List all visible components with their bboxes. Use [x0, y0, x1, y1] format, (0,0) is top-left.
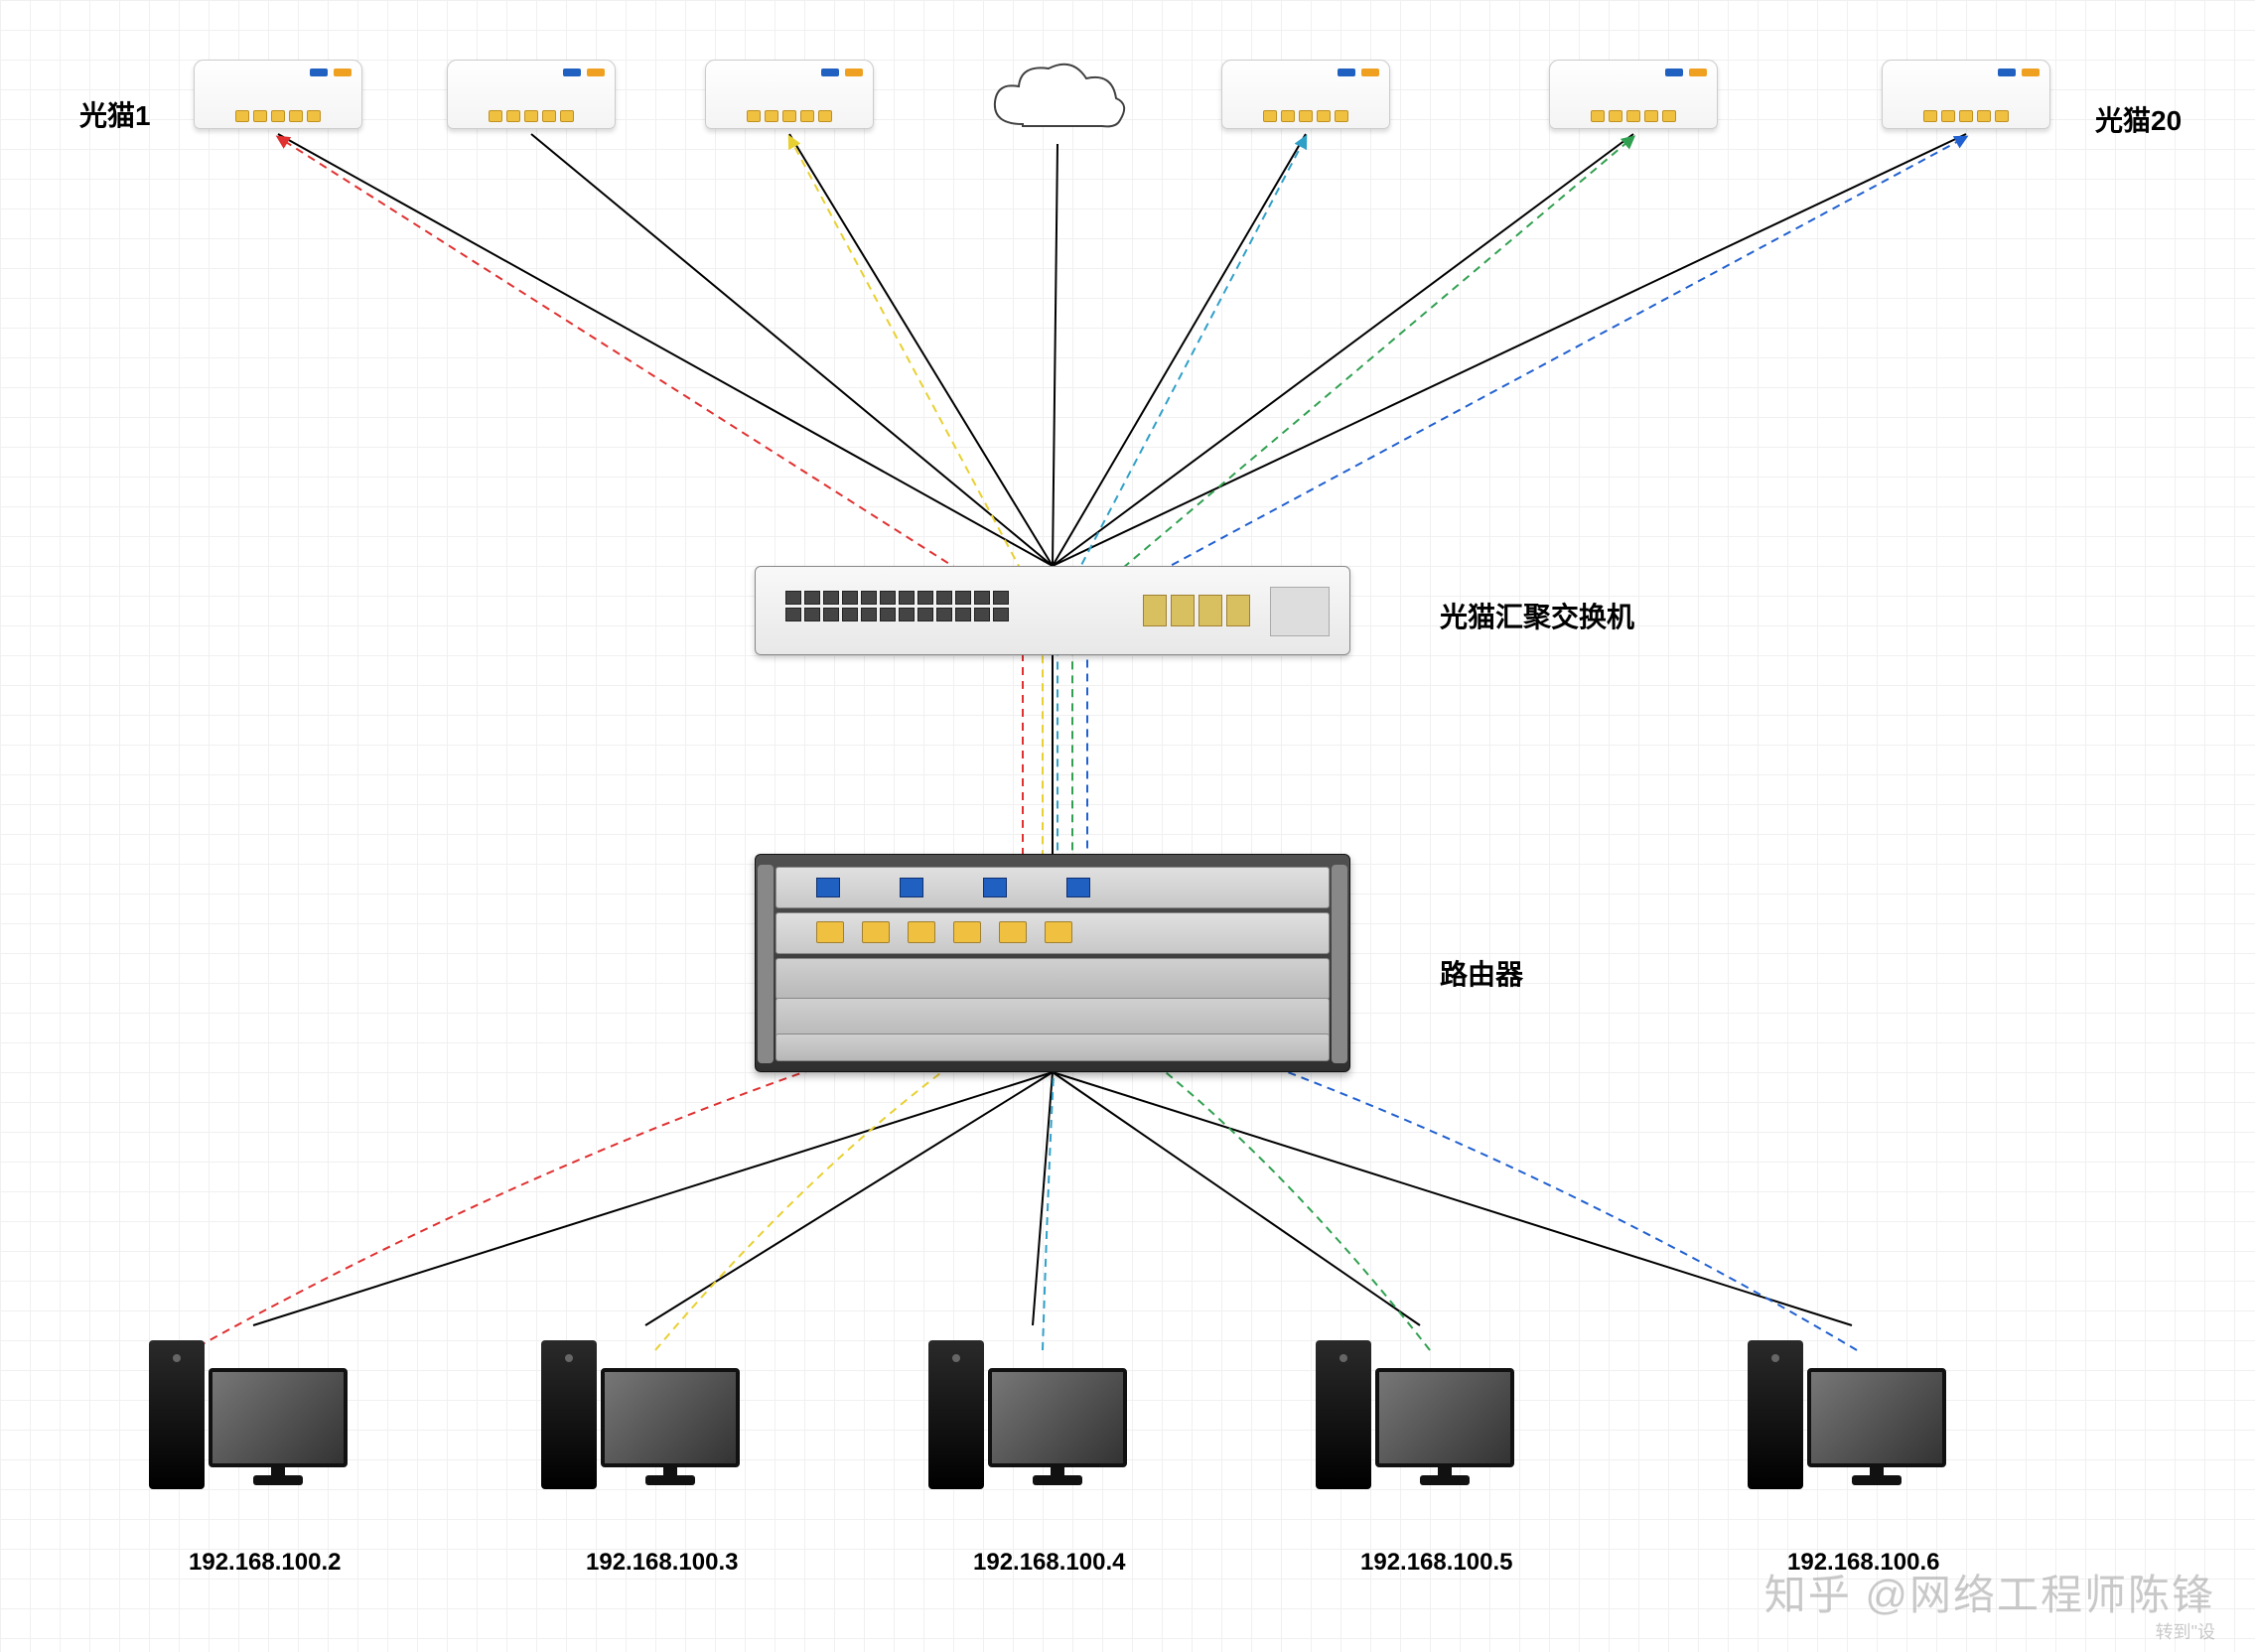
client-pc — [149, 1320, 348, 1489]
router-device — [755, 854, 1350, 1072]
optical-modem — [194, 60, 362, 129]
label-pc3-ip: 192.168.100.4 — [973, 1549, 1125, 1577]
client-pc — [541, 1320, 740, 1489]
client-pc — [1748, 1320, 1946, 1489]
label-router: 路由器 — [1440, 953, 1523, 993]
optical-modem — [1549, 60, 1718, 129]
watermark-text: 知乎 @网络工程师陈锋 — [1764, 1562, 2215, 1622]
client-pc — [1316, 1320, 1514, 1489]
label-modem-right: 光猫20 — [2095, 99, 2182, 139]
optical-modem — [705, 60, 874, 129]
optical-modem — [447, 60, 616, 129]
label-switch: 光猫汇聚交换机 — [1440, 596, 1634, 635]
optical-modem — [1882, 60, 2050, 129]
diagram-canvas: 光猫1 光猫20 光猫汇聚交换机 路由器 192.168.100.2 192.1… — [0, 0, 2255, 1652]
label-pc2-ip: 192.168.100.3 — [586, 1549, 738, 1577]
label-pc1-ip: 192.168.100.2 — [189, 1549, 341, 1577]
label-modem-left: 光猫1 — [79, 94, 151, 134]
watermark-sub: 转到"设 — [2156, 1618, 2215, 1644]
label-pc4-ip: 192.168.100.5 — [1360, 1549, 1512, 1577]
client-pc — [928, 1320, 1127, 1489]
optical-modem — [1221, 60, 1390, 129]
cloud-icon — [983, 55, 1132, 144]
aggregation-switch — [755, 566, 1350, 655]
